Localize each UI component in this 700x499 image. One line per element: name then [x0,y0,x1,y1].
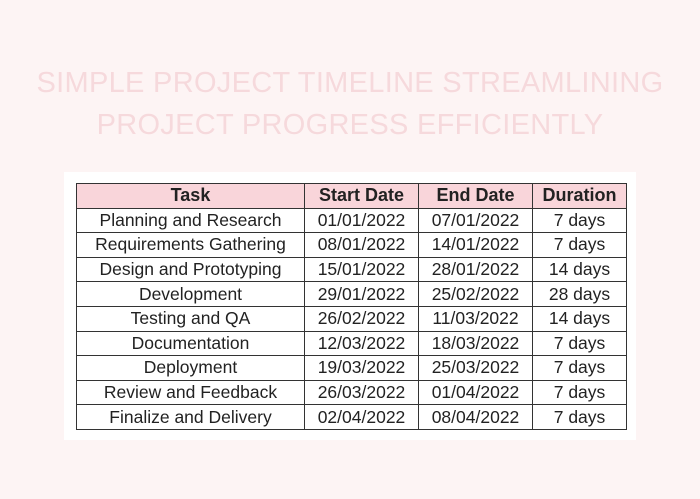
table-row: Planning and Research 01/01/2022 07/01/202… [76,207,627,234]
header-row: Task Start Date End Date Duration [76,183,627,209]
cell-duration: 7 days [532,355,627,381]
header-duration: Duration [532,183,627,209]
title-line-1: SIMPLE PROJECT TIMELINE STREAMLINING [36,67,664,99]
cell-start-date: 12/03/2022 [304,330,419,357]
cell-start-date: 26/02/2022 [304,305,419,332]
table-row: Testing and QA 26/02/2022 11/03/2022 14 day… [76,305,627,332]
cell-end-date: 11/03/2022 [418,305,533,332]
table-row: Review and Feedback 26/03/2022 01/04/2022 7… [76,379,627,406]
cell-duration: 7 days [532,379,627,406]
cell-duration: 7 days [532,207,627,234]
cell-end-date: 18/03/2022 [418,330,533,357]
cell-duration: 7 days [532,232,627,258]
header-task: Task [76,183,305,209]
cell-end-date: 08/04/2022 [418,404,533,430]
table-row: Finalize and Delivery 02/04/2022 08/04/202… [76,404,627,430]
cell-task: Review and Feedback [76,379,305,406]
cell-end-date: 25/03/2022 [418,355,533,381]
title-line-2: PROJECT PROGRESS EFFICIENTLY [96,109,604,141]
cell-start-date: 01/01/2022 [304,207,419,234]
cell-end-date: 28/01/2022 [418,256,533,283]
table-card: Task Start Date End Date Duration Planni… [64,172,636,440]
header-end-date: End Date [418,183,533,209]
table-row: Requirements Gathering 08/01/2022 14/01/20… [76,232,627,258]
cell-start-date: 08/01/2022 [304,232,419,258]
cell-task: Testing and QA [76,305,305,332]
cell-start-date: 29/01/2022 [304,281,419,307]
cell-task: Deployment [76,355,305,381]
cell-duration: 14 days [532,256,627,283]
page-title: SIMPLE PROJECT TIMELINE STREAMLINING PRO… [0,62,700,146]
header-start-date: Start Date [304,183,419,209]
cell-task: Development [76,281,305,307]
cell-duration: 14 days [532,305,627,332]
cell-task: Planning and Research [76,207,305,234]
cell-start-date: 19/03/2022 [304,355,419,381]
table-row: Design and Prototyping 15/01/2022 28/01/20… [76,256,627,283]
cell-task: Requirements Gathering [76,232,305,258]
cell-start-date: 15/01/2022 [304,256,419,283]
cell-end-date: 01/04/2022 [418,379,533,406]
table-row: Deployment 19/03/2022 25/03/2022 7 days [76,355,627,381]
cell-task: Design and Prototyping [76,256,305,283]
timeline-table: Task Start Date End Date Duration Planni… [76,183,627,430]
table-row: Documentation 12/03/2022 18/03/2022 7 days [76,330,627,357]
cell-start-date: 26/03/2022 [304,379,419,406]
cell-task: Documentation [76,330,305,357]
cell-end-date: 25/02/2022 [418,281,533,307]
cell-end-date: 07/01/2022 [418,207,533,234]
table-row: Development 29/01/2022 25/02/2022 28 days [76,281,627,307]
cell-duration: 28 days [532,281,627,307]
cell-end-date: 14/01/2022 [418,232,533,258]
cell-duration: 7 days [532,404,627,430]
cell-duration: 7 days [532,330,627,357]
cell-task: Finalize and Delivery [76,404,305,430]
cell-start-date: 02/04/2022 [304,404,419,430]
